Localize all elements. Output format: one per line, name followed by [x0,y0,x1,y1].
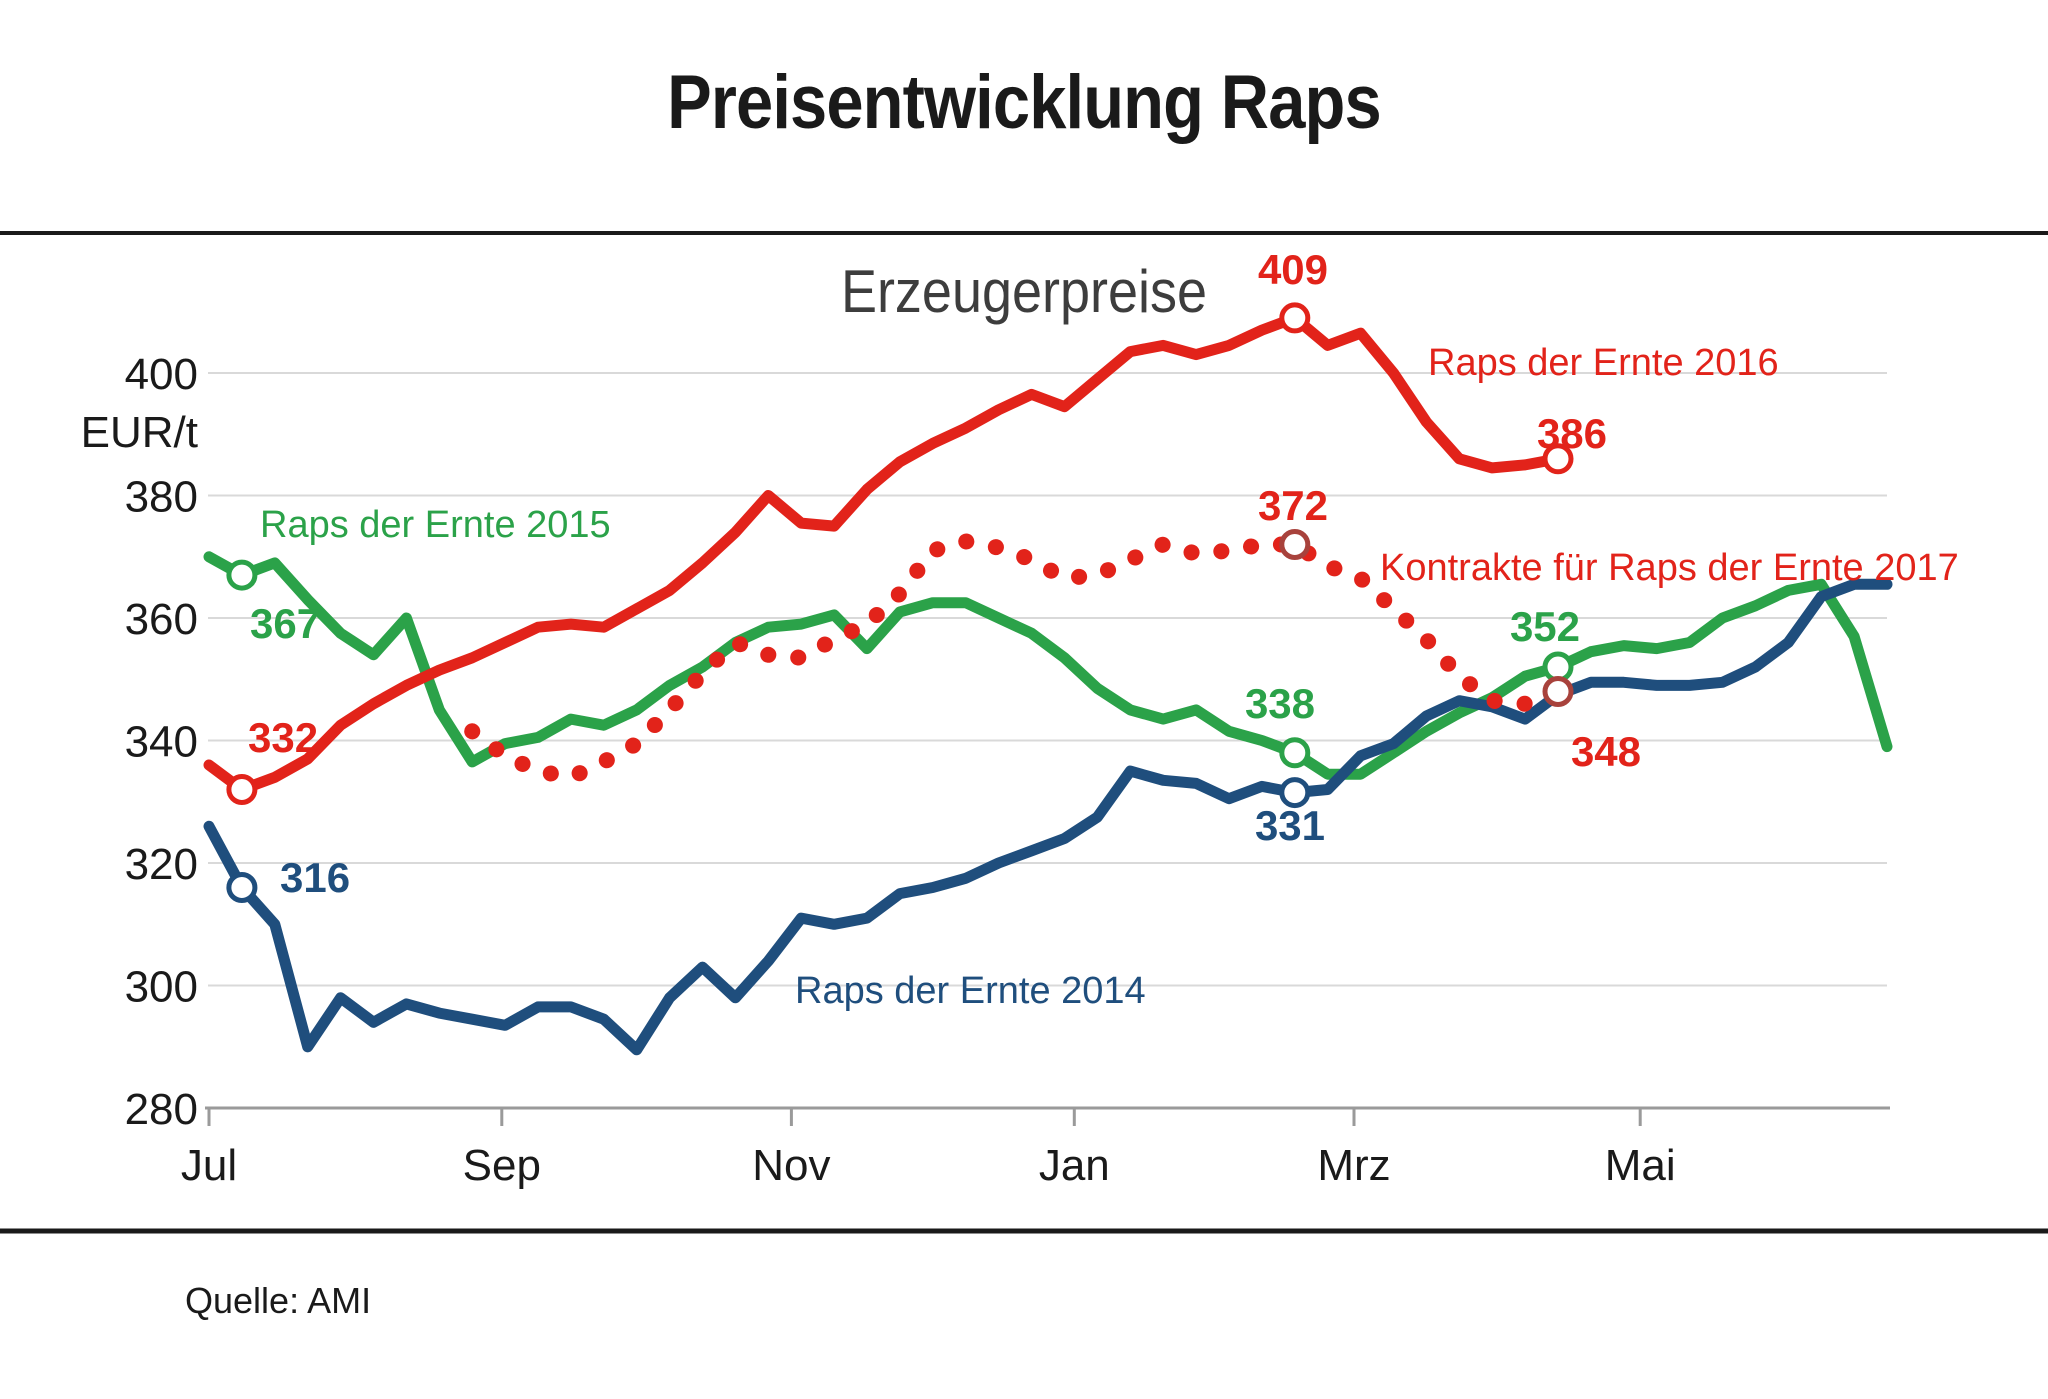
x-label-Nov: Nov [752,1141,830,1190]
source-note: Quelle: AMI [185,1280,371,1321]
series-label-ernte2014: Raps der Ernte 2014 [795,970,1146,1012]
y-label-360: 360 [125,595,198,644]
marker-ernte2016-w2 [226,774,258,805]
y-axis-unit: EUR/t [81,408,198,457]
marker-ernte2016-w34 [1279,302,1311,334]
y-label-340: 340 [125,718,198,767]
series-label-kontrakte2017: Kontrakte für Raps der Ernte 2017 [1380,547,1959,589]
y-label-320: 320 [125,840,198,889]
series-line-kontrakte2017 [464,533,1566,786]
value-label-338: 338 [1245,680,1315,727]
series-line-ernte2015 [203,551,1893,780]
plot-area: Jul Sep Nov Jan Mrz Mai 400 380 360 340 320 300 280 E… [81,246,1959,1190]
marker-ernte2015-w2 [226,559,258,591]
x-label-Mrz: Mrz [1317,1141,1390,1190]
series-line-ernte2014 [203,578,1893,1056]
x-label-Jul: Jul [181,1141,237,1190]
chart-title: Preisentwicklung Raps [667,60,1381,145]
value-label-367: 367 [250,600,320,647]
chart-subtitle: Erzeugerpreise [841,258,1207,325]
marker-ernte2014-w2 [226,872,258,903]
value-label-331: 331 [1255,802,1325,849]
y-label-380: 380 [125,473,198,522]
x-label-Jan: Jan [1039,1141,1110,1190]
value-label-409: 409 [1258,246,1328,293]
series-label-ernte2016: Raps der Ernte 2016 [1428,342,1779,384]
x-label-Sep: Sep [463,1141,541,1190]
y-label-300: 300 [125,963,198,1012]
value-label-348: 348 [1571,728,1641,775]
value-label-332: 332 [248,714,318,761]
marker-ernte2016-w42 [1542,443,1574,475]
value-label-386: 386 [1537,410,1607,457]
marker-ernte2015-w34 [1279,737,1311,769]
y-label-280: 280 [125,1085,198,1134]
series-line-ernte2016 [203,312,1564,795]
marker-kontrakte2017-w42 [1542,676,1574,707]
x-label-Mai: Mai [1605,1141,1676,1190]
value-label-372: 372 [1258,482,1328,529]
series-label-ernte2015: Raps der Ernte 2015 [260,504,611,546]
y-label-400: 400 [125,350,198,399]
value-label-316: 316 [280,854,350,901]
marker-kontrakte2017-w34 [1279,529,1311,560]
value-label-352: 352 [1510,603,1580,650]
marker-ernte2014-w34 [1279,777,1311,809]
